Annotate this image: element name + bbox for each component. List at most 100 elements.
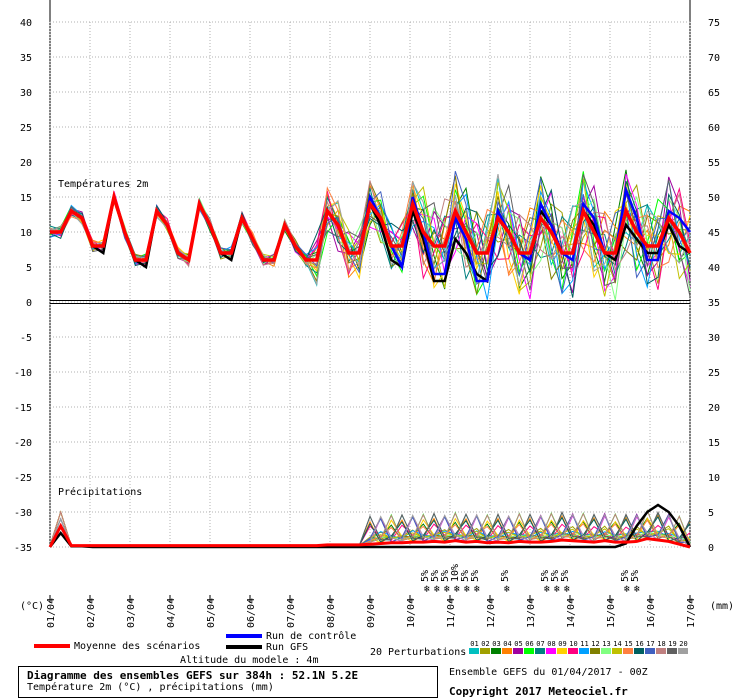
left-axis-unit: (°C) <box>20 601 44 612</box>
perturbation-legend-item: 15 <box>623 640 634 656</box>
footer-subtitle: Température 2m (°C) , précipitations (mm… <box>27 682 274 693</box>
perturbation-color-swatch <box>502 648 512 654</box>
perturbation-id: 09 <box>558 640 567 648</box>
right-tick-label: 40 <box>708 263 720 274</box>
right-tick-label: 35 <box>708 298 720 309</box>
right-tick-label: 15 <box>708 438 720 449</box>
snowflake-icon: ❄ <box>564 584 571 595</box>
left-tick-label: -15 <box>14 403 32 414</box>
left-axis-ticks: 40 35 30 25 20 15 10 5 0 -5 -10 -15 -20 -25 -30 -35 <box>14 18 32 554</box>
snowflake-icon: ❄ <box>464 584 471 595</box>
perturbation-legend-item: 10 <box>568 640 579 656</box>
perturbation-legend-item: 11 <box>579 640 590 656</box>
snowflake-icon: ❄ <box>474 584 481 595</box>
perturbation-color-swatch <box>656 648 666 654</box>
perturbation-id: 01 <box>470 640 479 648</box>
temperature-panel-label: Températures 2m <box>58 178 148 190</box>
perturbation-id: 20 <box>679 640 688 648</box>
perturbation-color-swatch <box>645 648 655 654</box>
snow-percent-label: 5% <box>430 570 441 582</box>
precipitation-panel-label: Précipitations <box>58 486 142 498</box>
perturbation-color-swatch <box>623 648 633 654</box>
perturbation-legend-item: 03 <box>491 640 502 656</box>
perturbation-id: 19 <box>668 640 677 648</box>
perturbation-color-swatch <box>513 648 523 654</box>
control-swatch <box>226 634 262 638</box>
snow-percent-label: 5% <box>500 570 511 582</box>
snow-percent-label: 5% <box>630 570 641 582</box>
left-tick-label: 10 <box>20 228 32 239</box>
snow-percent-label: 5% <box>620 570 631 582</box>
footer-box: Diagramme des ensembles GEFS sur 384h : … <box>18 666 438 698</box>
legend-mean: Moyenne des scénarios <box>34 641 200 652</box>
perturbation-swatches: 01 02 03 04 05 06 07 08 09 10 11 12 13 14 15 16 17 18 19 20 <box>469 639 689 658</box>
perturbation-legend-item: 20 <box>678 640 689 656</box>
mean-temp-line <box>50 190 692 263</box>
snowflake-icon: ❄ <box>424 584 431 595</box>
right-tick-label: 65 <box>708 88 720 99</box>
snowflake-icon: ❄ <box>554 584 561 595</box>
perturbation-id: 04 <box>503 640 512 648</box>
mean-precip-line <box>48 522 691 549</box>
snow-percent-label: 5% <box>560 570 571 582</box>
altitude-label: Altitude du modele : 4m <box>180 655 319 666</box>
right-tick-label: 55 <box>708 158 720 169</box>
perturbation-color-swatch <box>546 648 556 654</box>
perturbation-legend-item: 09 <box>557 640 568 656</box>
right-tick-label: 60 <box>708 123 720 134</box>
left-tick-label: 15 <box>20 193 32 204</box>
left-tick-label: 5 <box>26 263 32 274</box>
left-tick-label: 25 <box>20 123 32 134</box>
perturbation-id: 10 <box>569 640 578 648</box>
perturbation-legend-item: 17 <box>645 640 656 656</box>
right-tick-label: 70 <box>708 53 720 64</box>
legend-gfs: Run GFS <box>226 642 308 653</box>
perturbation-color-swatch <box>524 648 534 654</box>
chart-grid <box>49 0 691 548</box>
x-tick-label: 10/04 <box>406 598 417 628</box>
mean-swatch <box>34 644 70 648</box>
ensemble-date: Ensemble GEFS du 01/04/2017 - 00Z <box>449 667 648 678</box>
x-axis-ticks: 01/04 02/04 03/04 04/04 05/04 06/04 07/04 08/04… <box>46 595 697 628</box>
snow-markers: 5%❄5%❄5%❄10%❄5%❄5%❄5%❄5%❄5%❄5%❄5%❄5%❄ <box>420 564 641 595</box>
snow-percent-label: 5% <box>470 570 481 582</box>
perturbation-color-swatch <box>634 648 644 654</box>
left-tick-label: -25 <box>14 473 32 484</box>
right-tick-label: 0 <box>708 543 714 554</box>
perturbation-color-swatch <box>601 648 611 654</box>
right-tick-label: 25 <box>708 368 720 379</box>
left-tick-label: 0 <box>26 298 32 309</box>
left-tick-label: 40 <box>20 18 32 29</box>
snow-percent-label: 5% <box>420 570 431 582</box>
perturbation-id: 14 <box>613 640 622 648</box>
footer-title: Diagramme des ensembles GEFS sur 384h : … <box>27 669 359 682</box>
x-tick-label: 06/04 <box>246 598 257 628</box>
perturbation-color-swatch <box>579 648 589 654</box>
x-tick-label: 02/04 <box>86 598 97 628</box>
right-tick-label: 50 <box>708 193 720 204</box>
perturbation-id: 08 <box>547 640 556 648</box>
perturbation-legend-item: 16 <box>634 640 645 656</box>
legend-perturbations: 20 Perturbations <box>370 647 466 658</box>
x-tick-label: 12/04 <box>486 598 497 628</box>
left-tick-label: -20 <box>14 438 32 449</box>
copyright: Copyright 2017 Meteociel.fr <box>449 685 628 698</box>
x-tick-label: 17/04 <box>686 598 697 628</box>
left-tick-label: 35 <box>20 53 32 64</box>
perturbation-legend-item: 13 <box>601 640 612 656</box>
perturbation-legend-item: 12 <box>590 640 601 656</box>
perturbations-label: 20 Perturbations <box>370 647 467 658</box>
snow-percent-label: 5% <box>540 570 551 582</box>
perturbation-id: 15 <box>624 640 633 648</box>
legend-control: Run de contrôle <box>226 631 356 642</box>
perturbation-color-swatch <box>480 648 490 654</box>
left-tick-label: -30 <box>14 508 32 519</box>
perturbation-id: 07 <box>536 640 545 648</box>
right-axis-unit: (mm) <box>710 601 734 612</box>
perturbation-color-swatch <box>469 648 479 654</box>
perturbation-id: 03 <box>492 640 501 648</box>
snowflake-icon: ❄ <box>444 584 451 595</box>
perturbation-legend-item: 01 <box>469 640 480 656</box>
perturbation-color-swatch <box>667 648 677 654</box>
